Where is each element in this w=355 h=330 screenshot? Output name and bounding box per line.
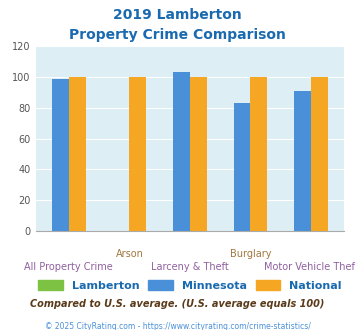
Text: © 2025 CityRating.com - https://www.cityrating.com/crime-statistics/: © 2025 CityRating.com - https://www.city… — [45, 322, 310, 330]
Bar — [234, 103, 251, 231]
Bar — [173, 72, 190, 231]
Text: 2019 Lamberton: 2019 Lamberton — [113, 8, 242, 22]
Legend: Lamberton, Minnesota, National: Lamberton, Minnesota, National — [34, 276, 346, 296]
Bar — [69, 77, 86, 231]
Text: Motor Vehicle Theft: Motor Vehicle Theft — [264, 262, 355, 273]
Bar — [251, 77, 267, 231]
Bar — [311, 77, 328, 231]
Text: Burglary: Burglary — [230, 249, 271, 259]
Text: Arson: Arson — [115, 249, 143, 259]
Text: Property Crime Comparison: Property Crime Comparison — [69, 28, 286, 42]
Text: Compared to U.S. average. (U.S. average equals 100): Compared to U.S. average. (U.S. average … — [30, 299, 325, 309]
Bar — [294, 91, 311, 231]
Bar — [129, 77, 146, 231]
Text: All Property Crime: All Property Crime — [24, 262, 113, 273]
Text: Larceny & Theft: Larceny & Theft — [151, 262, 229, 273]
Bar — [190, 77, 207, 231]
Bar — [52, 79, 69, 231]
